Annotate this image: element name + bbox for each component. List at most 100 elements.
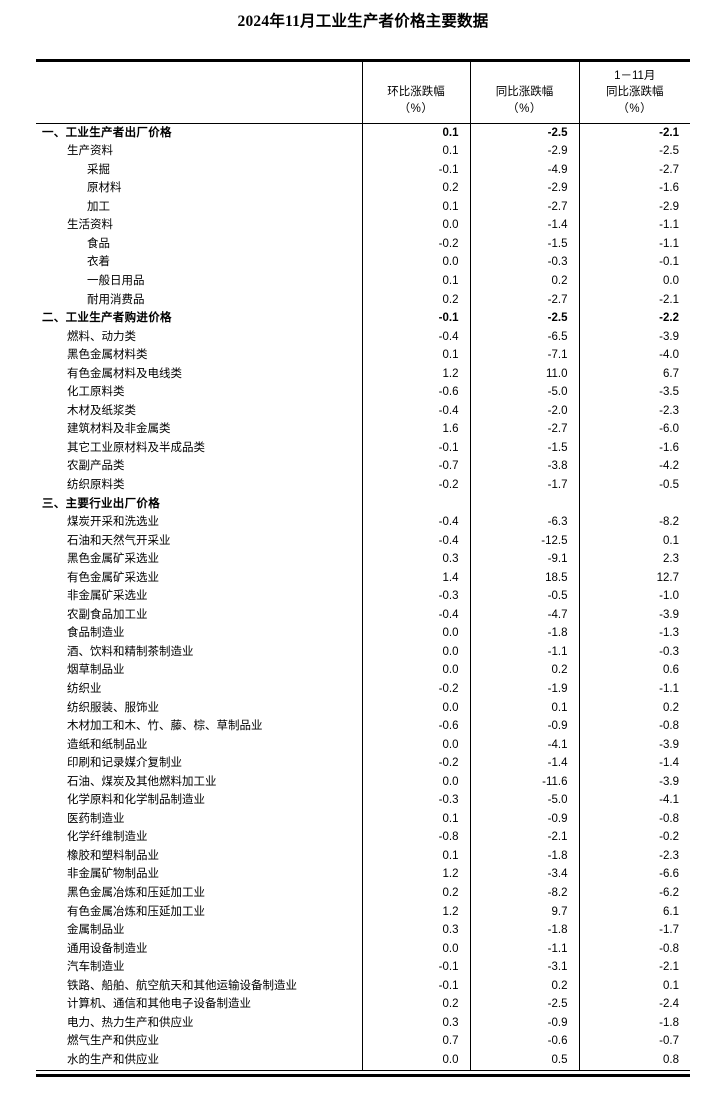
cell-yoy: -1.7 bbox=[470, 476, 580, 495]
cell-mom: 0.1 bbox=[362, 846, 471, 866]
table-row: 烟草制品业 0.0 0.2 0.6 bbox=[36, 661, 690, 681]
row-label: 有色金属材料及电线类 bbox=[36, 364, 363, 384]
cell-yoy: 0.1 bbox=[470, 698, 580, 718]
cell-yoy: -0.3 bbox=[470, 253, 580, 272]
cell-yoy: -0.9 bbox=[470, 717, 580, 736]
row-label: 金属制品业 bbox=[36, 921, 363, 940]
cell-yoy: -2.0 bbox=[470, 401, 580, 421]
table-row: 加工 0.1 -2.7 -2.9 bbox=[36, 197, 690, 217]
cell-cumulative: -2.3 bbox=[659, 404, 679, 417]
cell-mom: 0.0 bbox=[362, 216, 471, 235]
row-label: 烟草制品业 bbox=[36, 661, 363, 681]
cell-mom: -0.1 bbox=[362, 438, 471, 458]
cell-mom: -0.4 bbox=[362, 513, 471, 532]
cell-mom: 0.2 bbox=[362, 179, 471, 198]
row-label: 化学原料和化学制品制造业 bbox=[36, 791, 363, 810]
table-row: 有色金属冶炼和压延加工业 1.2 9.7 6.1 bbox=[36, 902, 690, 922]
cell-yoy: -4.1 bbox=[470, 735, 580, 755]
cell-cumulative: -1.3 bbox=[659, 627, 679, 640]
cell-cumulative: -4.0 bbox=[659, 349, 679, 362]
cell-yoy: -7.1 bbox=[470, 346, 580, 365]
table-row: 食品 -0.2 -1.5 -1.1 bbox=[36, 234, 690, 254]
cell-mom: -0.1 bbox=[362, 160, 471, 180]
cell-mom: 0.3 bbox=[362, 550, 471, 569]
row-label: 采掘 bbox=[36, 160, 363, 180]
table-row: 生产资料 0.1 -2.9 -2.5 bbox=[36, 142, 690, 161]
row-label: 燃料、动力类 bbox=[36, 327, 363, 347]
cell-mom: -0.1 bbox=[362, 958, 471, 977]
table-row: 其它工业原材料及半成品类 -0.1 -1.5 -1.6 bbox=[36, 438, 690, 458]
table-row: 三、主要行业出厂价格 bbox=[36, 494, 690, 514]
cell-cumulative: -0.3 bbox=[659, 645, 679, 658]
table-row: 黑色金属冶炼和压延加工业 0.2 -8.2 -6.2 bbox=[36, 884, 690, 903]
row-label: 水的生产和供应业 bbox=[36, 1050, 363, 1071]
cell-cumulative: -6.0 bbox=[659, 423, 679, 436]
row-label: 黑色金属矿采选业 bbox=[36, 550, 363, 569]
cell-cumulative: -0.1 bbox=[659, 256, 679, 269]
table-row: 电力、热力生产和供应业 0.3 -0.9 -1.8 bbox=[36, 1013, 690, 1033]
cell-yoy: -4.7 bbox=[470, 605, 580, 625]
cell-mom: 0.7 bbox=[362, 1032, 471, 1051]
row-label: 农副产品类 bbox=[36, 457, 363, 476]
column-header-mom-unit: （%） bbox=[398, 102, 434, 115]
cell-mom: 0.1 bbox=[362, 142, 471, 161]
table-row: 通用设备制造业 0.0 -1.1 -0.8 bbox=[36, 939, 690, 959]
table-row: 计算机、通信和其他电子设备制造业 0.2 -2.5 -2.4 bbox=[36, 995, 690, 1014]
table-bottom-rule bbox=[36, 1073, 690, 1077]
table-row: 二、工业生产者购进价格 -0.1 -2.5 -2.2 bbox=[36, 309, 690, 328]
row-label: 黑色金属材料类 bbox=[36, 346, 363, 365]
row-label: 纺织原料类 bbox=[36, 476, 363, 495]
cell-yoy: -0.9 bbox=[470, 809, 580, 829]
cell-yoy: -1.5 bbox=[470, 438, 580, 458]
cell-cumulative: 0.1 bbox=[663, 534, 679, 547]
cell-mom: -0.1 bbox=[362, 309, 471, 328]
table-body: 一、工业生产者出厂价格 0.1 -2.5 -2.1 生产资料 0.1 -2.9 -2.5 采掘 -… bbox=[36, 123, 690, 1071]
cell-yoy: -1.1 bbox=[470, 642, 580, 662]
row-label: 黑色金属冶炼和压延加工业 bbox=[36, 884, 363, 903]
cell-cumulative: -2.5 bbox=[659, 145, 679, 158]
row-label: 一般日用品 bbox=[36, 271, 363, 291]
row-label: 计算机、通信和其他电子设备制造业 bbox=[36, 995, 363, 1014]
row-label: 通用设备制造业 bbox=[36, 939, 363, 959]
cell-cumulative: -1.7 bbox=[659, 924, 679, 937]
cell-cumulative: -2.3 bbox=[659, 849, 679, 862]
table-row: 农副产品类 -0.7 -3.8 -4.2 bbox=[36, 457, 690, 476]
cell-yoy: 0.5 bbox=[470, 1050, 580, 1071]
row-label: 耐用消费品 bbox=[36, 290, 363, 310]
table-row: 化学纤维制造业 -0.8 -2.1 -0.2 bbox=[36, 828, 690, 847]
cell-yoy: -4.9 bbox=[470, 160, 580, 180]
cell-yoy: -1.5 bbox=[470, 234, 580, 254]
cell-cumulative: -2.1 bbox=[659, 961, 679, 974]
cell-cumulative: -8.2 bbox=[659, 516, 679, 529]
cell-cumulative bbox=[579, 495, 690, 514]
column-header-cumulative-line2: 同比涨跌幅 bbox=[606, 86, 664, 99]
cell-yoy: -2.7 bbox=[470, 290, 580, 310]
table-row: 生活资料 0.0 -1.4 -1.1 bbox=[36, 216, 690, 235]
cell-cumulative: -0.8 bbox=[659, 812, 679, 825]
cell-cumulative: -2.4 bbox=[659, 998, 679, 1011]
page-title: 2024年11月工业生产者价格主要数据 bbox=[237, 13, 489, 30]
cell-cumulative: 0.2 bbox=[663, 701, 679, 714]
column-header-yoy-unit: （%） bbox=[507, 102, 542, 115]
cell-mom: 0.1 bbox=[362, 271, 471, 291]
cell-cumulative: -3.9 bbox=[659, 608, 679, 621]
cell-mom: 0.0 bbox=[362, 624, 471, 643]
cell-yoy: -3.4 bbox=[470, 865, 580, 885]
row-label: 橡胶和塑料制品业 bbox=[36, 846, 363, 866]
row-label: 非金属矿物制品业 bbox=[36, 865, 363, 885]
table-row: 食品制造业 0.0 -1.8 -1.3 bbox=[36, 624, 690, 643]
row-label: 石油和天然气开采业 bbox=[36, 531, 363, 551]
table-row: 铁路、船舶、航空航天和其他运输设备制造业 -0.1 0.2 0.1 bbox=[36, 976, 690, 996]
table-row: 汽车制造业 -0.1 -3.1 -2.1 bbox=[36, 958, 690, 977]
table-row: 石油和天然气开采业 -0.4 -12.5 0.1 bbox=[36, 531, 690, 551]
cell-mom: 0.1 bbox=[362, 123, 471, 143]
column-header-label bbox=[36, 58, 363, 124]
cell-cumulative: -4.2 bbox=[659, 460, 679, 473]
cell-yoy: 18.5 bbox=[470, 568, 580, 588]
table-row: 有色金属材料及电线类 1.2 11.0 6.7 bbox=[36, 364, 690, 384]
cell-mom bbox=[362, 494, 471, 514]
table-row: 木材加工和木、竹、藤、棕、草制品业 -0.6 -0.9 -0.8 bbox=[36, 717, 690, 736]
cell-yoy: -2.5 bbox=[470, 123, 580, 143]
cell-yoy: -1.8 bbox=[470, 624, 580, 643]
cell-yoy: -2.5 bbox=[470, 309, 580, 328]
